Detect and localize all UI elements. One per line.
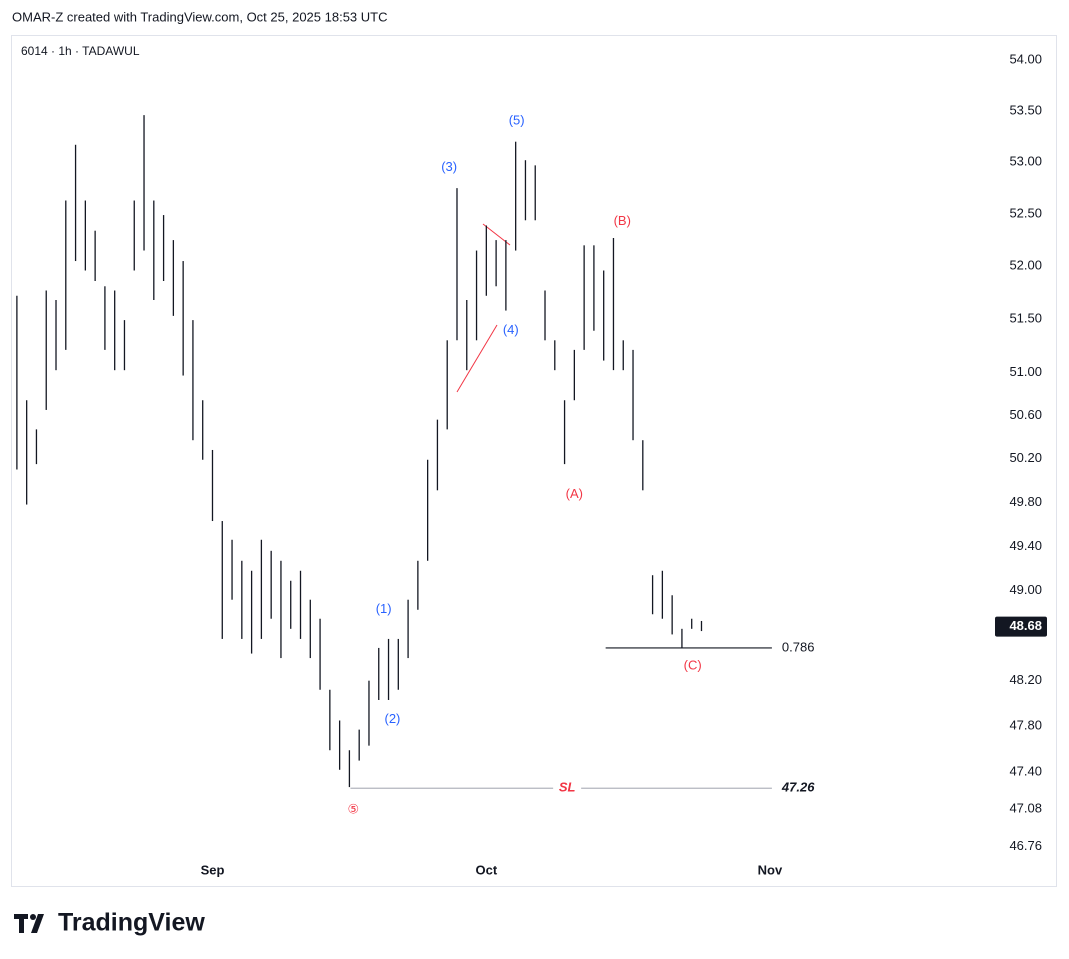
y-tick-label: 52.50 xyxy=(1009,205,1042,220)
logo-shape xyxy=(30,914,36,920)
y-tick-label: 51.00 xyxy=(1009,364,1042,379)
header-title: OMAR-Z created with TradingView.com, Oct… xyxy=(12,9,387,24)
y-tick-label: 47.08 xyxy=(1009,801,1042,816)
wave-label: (B) xyxy=(614,213,631,228)
x-tick-label: Oct xyxy=(475,862,497,877)
last-price-badge xyxy=(995,616,1047,637)
x-tick-label: Nov xyxy=(758,862,783,877)
wave-label: (1) xyxy=(376,601,392,616)
wave-label: (A) xyxy=(566,486,583,501)
y-tick-label: 53.50 xyxy=(1009,102,1042,117)
y-tick-label: 51.50 xyxy=(1009,310,1042,325)
level-label: 0.786 xyxy=(782,639,815,654)
wedge-line xyxy=(456,324,498,393)
y-tick-label: 49.40 xyxy=(1009,538,1042,553)
y-tick-label: 53.00 xyxy=(1009,154,1042,169)
y-tick-label: 49.80 xyxy=(1009,494,1042,509)
y-tick-label: 49.00 xyxy=(1009,582,1042,597)
wave-label: (3) xyxy=(441,159,457,174)
brand-name: TradingView xyxy=(58,909,205,937)
y-tick-label: 50.20 xyxy=(1009,450,1042,465)
symbol-legend: 6014 · 1h · TADAWUL xyxy=(21,44,140,58)
last-price-label: 48.68 xyxy=(1009,618,1042,633)
y-tick-label: 47.80 xyxy=(1009,718,1042,733)
y-tick-label: 46.76 xyxy=(1009,838,1042,853)
wave-label: (4) xyxy=(503,322,519,337)
chart-frame xyxy=(11,35,1057,887)
wave-label: (C) xyxy=(684,657,702,672)
level-note-bg xyxy=(553,780,582,797)
y-tick-label: 54.00 xyxy=(1009,52,1042,67)
level-label: 47.26 xyxy=(781,780,815,795)
wave-label: (5) xyxy=(509,113,525,128)
wave-label: ⑤ xyxy=(347,802,359,817)
x-tick-label: Sep xyxy=(201,862,225,877)
logo-shape xyxy=(31,914,44,933)
y-tick-label: 48.20 xyxy=(1009,672,1042,687)
y-tick-label: 50.60 xyxy=(1009,407,1042,422)
brand-logo xyxy=(14,914,44,933)
y-tick-label: 47.40 xyxy=(1009,764,1042,779)
y-tick-label: 52.00 xyxy=(1009,258,1042,273)
wave-label: (2) xyxy=(384,711,400,726)
logo-shape xyxy=(19,914,24,933)
level-note: SL xyxy=(559,780,576,795)
